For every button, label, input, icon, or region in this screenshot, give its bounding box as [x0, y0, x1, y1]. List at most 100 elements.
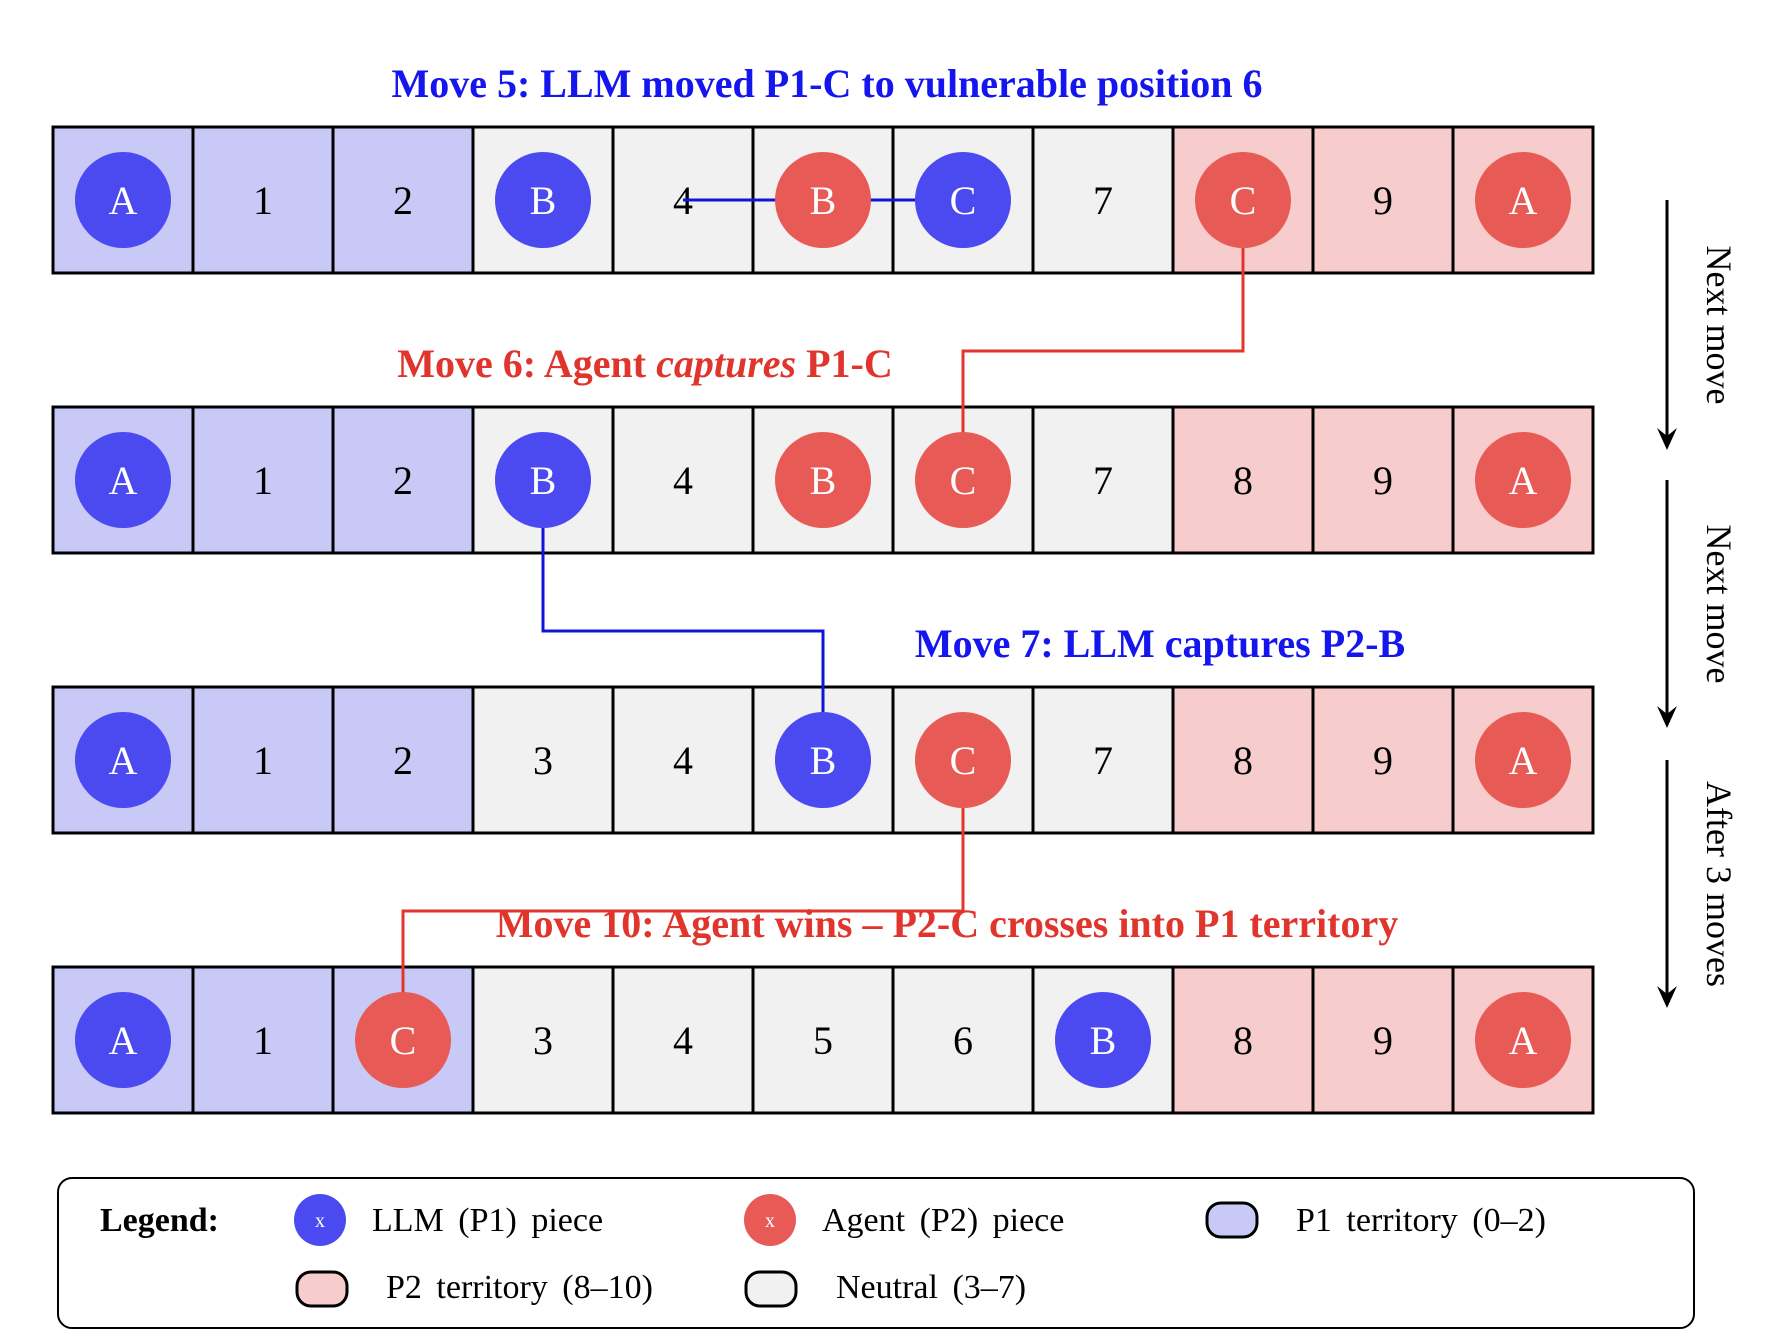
legend-p1-territory-label: P1 territory (0–2) [1296, 1202, 1546, 1239]
legend-title: Legend: [100, 1202, 219, 1239]
board-cell [471, 685, 615, 835]
agent-piece [915, 432, 1011, 528]
side-arrow-label: Next move [1699, 246, 1739, 405]
llm-piece [495, 432, 591, 528]
board-cell [1031, 125, 1175, 275]
cell-label: 4 [673, 458, 693, 503]
cell-label: 1 [253, 1018, 273, 1063]
piece-label: A [109, 738, 138, 783]
cell-label: 9 [1373, 178, 1393, 223]
board-cell [1171, 965, 1315, 1115]
move-title-1: Move 5: LLM moved P1-C to vulnerable pos… [391, 61, 1262, 106]
agent-piece [915, 712, 1011, 808]
board-cell [1031, 405, 1175, 555]
cell-label: 6 [953, 1018, 973, 1063]
arrow-down-icon [1657, 706, 1677, 728]
cell-label: 2 [393, 178, 413, 223]
legend-neutral-label: Neutral (3–7) [836, 1269, 1026, 1306]
piece-label: B [530, 458, 557, 503]
cell-label: 8 [1233, 458, 1253, 503]
piece-label: C [950, 458, 977, 503]
board-cell [611, 685, 755, 835]
legend-p1-piece-label: LLM (P1) piece [372, 1202, 603, 1239]
move-title-2: Move 6: Agent captures P1-C [397, 341, 892, 386]
move-title-3: Move 7: LLM captures P2-B [915, 621, 1405, 666]
agent-piece [1475, 992, 1571, 1088]
cell-label: 9 [1373, 738, 1393, 783]
legend: Legend: x LLM (P1) piece x Agent (P2) pi… [57, 1177, 1695, 1329]
move-title-part: Move 6: Agent [397, 341, 656, 386]
cell-label: 1 [253, 178, 273, 223]
cell-label: 7 [1093, 738, 1113, 783]
piece-label: C [950, 738, 977, 783]
piece-label: A [109, 458, 138, 503]
board-cell [611, 965, 755, 1115]
move-path [541, 480, 825, 760]
legend-p2-piece-label: Agent (P2) piece [822, 1202, 1064, 1239]
piece-label: B [810, 178, 837, 223]
cell-label: 4 [673, 738, 693, 783]
legend-box [57, 1177, 1695, 1329]
piece-label: B [810, 458, 837, 503]
piece-label: A [1509, 1018, 1538, 1063]
board-cell [1311, 405, 1455, 555]
move-title-part: captures [656, 341, 796, 386]
agent-piece [1475, 432, 1571, 528]
piece-label: A [1509, 458, 1538, 503]
llm-piece [775, 712, 871, 808]
board-cell [471, 965, 615, 1115]
cell-label: 7 [1093, 458, 1113, 503]
legend-neutral-swatch [744, 1270, 798, 1308]
cell-label: 3 [533, 738, 553, 783]
board-cell [331, 125, 475, 275]
llm-piece [75, 992, 171, 1088]
board-cell [1171, 405, 1315, 555]
arrow-down-icon [1657, 986, 1677, 1008]
cell-label: 5 [813, 1018, 833, 1063]
piece-label: C [950, 178, 977, 223]
cell-label: 2 [393, 738, 413, 783]
move-title-part: Move 7: LLM captures P2-B [915, 621, 1405, 666]
cell-label: 4 [673, 1018, 693, 1063]
agent-piece [1475, 712, 1571, 808]
llm-piece [1055, 992, 1151, 1088]
piece-label: B [530, 178, 557, 223]
agent-piece [1475, 152, 1571, 248]
board-cell [191, 965, 335, 1115]
legend-p2-piece-marker: x [765, 1210, 775, 1232]
piece-label: B [810, 738, 837, 783]
legend-p1-piece-marker: x [315, 1210, 325, 1232]
llm-piece [75, 432, 171, 528]
cell-label: 2 [393, 458, 413, 503]
llm-piece [495, 152, 591, 248]
boards: 1 2 4 7 91 2 4 7 8 91 2 3 4 7 8 91 3 4 5 6 8 9 [51, 125, 1595, 1115]
agent-piece [775, 152, 871, 248]
side-arrow-1: Next move [1657, 200, 1739, 450]
board-cell [331, 405, 475, 555]
board-cell [331, 685, 475, 835]
board-cell [191, 685, 335, 835]
board-cell [191, 125, 335, 275]
legend-p1-territory-swatch [1205, 1201, 1259, 1239]
piece-label: A [1509, 738, 1538, 783]
agent-piece [1195, 152, 1291, 248]
agent-piece [775, 432, 871, 528]
legend-p2-piece-icon [744, 1194, 796, 1246]
piece-label: B [1090, 1018, 1117, 1063]
cell-label: 3 [533, 1018, 553, 1063]
side-arrow-2: Next move [1657, 480, 1739, 728]
move-title-4: Move 10: Agent wins – P2-C crosses into … [496, 901, 1398, 946]
board-row-4: 1 3 4 5 6 8 9 [51, 965, 1595, 1115]
pieces: A B B C C A A B B C A A B C A A C B A [75, 152, 1571, 1088]
cell-label: 9 [1373, 458, 1393, 503]
llm-piece [75, 712, 171, 808]
move-path [961, 200, 1245, 480]
cell-label: 7 [1093, 178, 1113, 223]
piece-label: C [390, 1018, 417, 1063]
side-arrow-label: Next move [1699, 525, 1739, 684]
cell-label: 8 [1233, 738, 1253, 783]
arrow-down-icon [1657, 428, 1677, 450]
piece-label: A [109, 178, 138, 223]
side-arrows: Next move Next move After 3 moves [1657, 200, 1739, 1008]
